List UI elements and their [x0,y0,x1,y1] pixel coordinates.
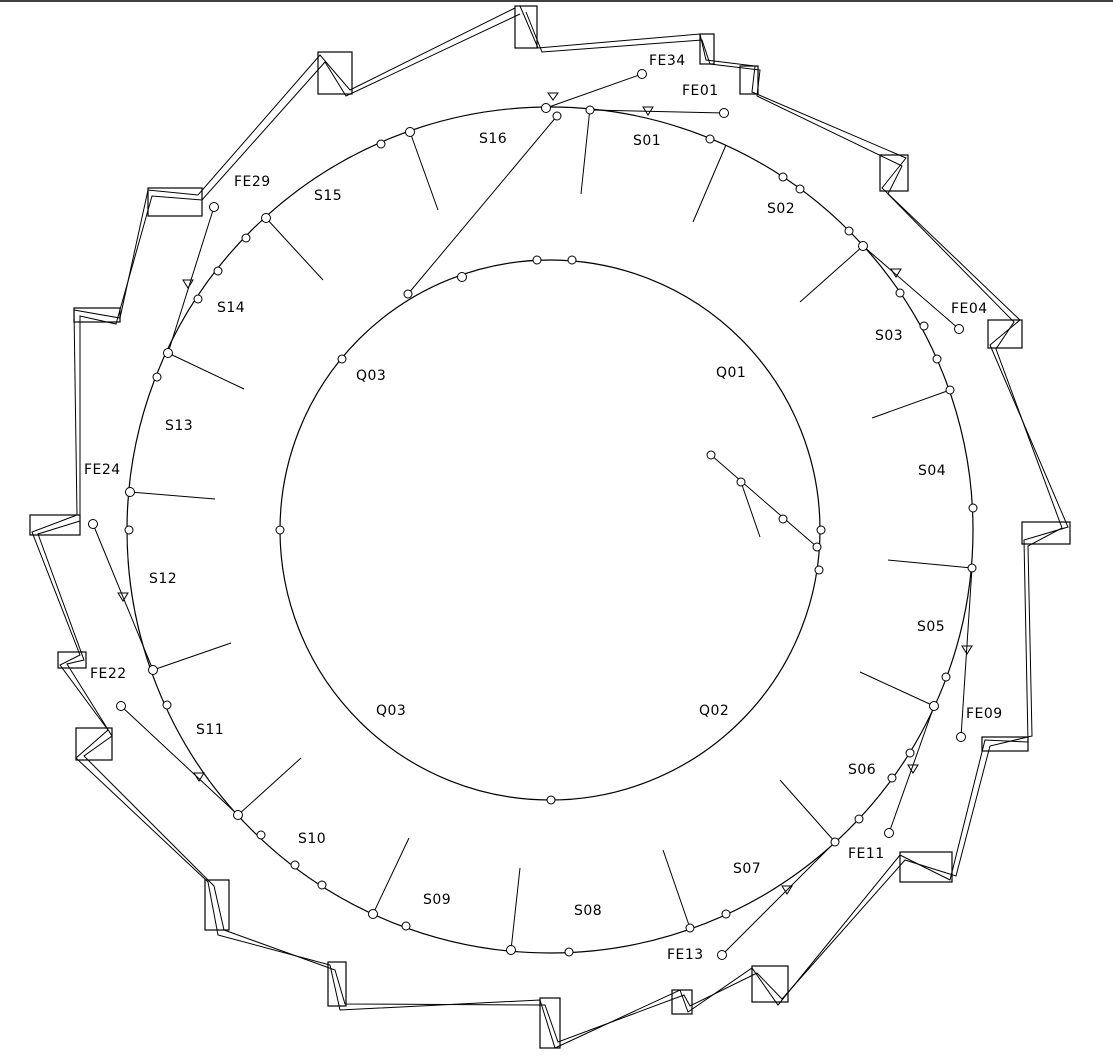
zone-labels: Q01 Q02 Q03 Q03 [356,365,746,719]
zone-label-q01: Q01 [716,365,746,381]
feeder-label-fe29: FE29 [234,174,271,190]
feeder-label-fe04: FE04 [951,301,988,317]
feeder-label-fe13: FE13 [667,947,704,963]
sector-label-s01: S01 [633,133,661,149]
outer-wall [31,5,1069,1049]
feeder-label-fe24: FE24 [84,462,121,478]
sector-dividers [129,107,973,951]
sector-label-s16: S16 [479,131,507,147]
zone-label-q03-lower: Q03 [376,703,406,719]
sector-label-s09: S09 [423,892,451,908]
sector-label-s04: S04 [918,463,946,479]
sector-labels: S01 S02 S03 S04 S05 S06 S07 S08 S09 S10 … [149,131,946,919]
feeder-arrows [117,92,973,895]
zone-label-q02: Q02 [699,703,729,719]
zone-label-q03-upper: Q03 [356,368,386,384]
ring-devices [124,103,978,957]
feeder-label-fe01: FE01 [682,83,719,99]
feeder-lines [92,73,973,956]
sector-label-s03: S03 [875,328,903,344]
sector-label-s13: S13 [165,418,193,434]
sector-label-s07: S07 [733,861,761,877]
sector-label-s05: S05 [917,619,945,635]
feeder-label-fe09: FE09 [966,706,1003,722]
inner-ring [279,259,821,801]
inner-devices [275,255,826,805]
feeder-label-fe22: FE22 [90,666,127,682]
feeder-label-fe11: FE11 [848,846,885,862]
sector-label-s11: S11 [196,722,224,738]
sector-label-s12: S12 [149,571,177,587]
wall-junctions [29,5,1071,1049]
feeder-ends [88,69,966,960]
feeder-labels: FE01 FE04 FE09 FE11 FE13 FE22 FE24 FE29 … [84,53,1003,963]
sector-label-s08: S08 [574,903,602,919]
feeder-label-fe34: FE34 [649,53,686,69]
sector-label-s10: S10 [298,831,326,847]
sector-label-s15: S15 [314,188,342,204]
sector-label-s02: S02 [767,201,795,217]
sector-label-s06: S06 [848,762,876,778]
sector-label-s14: S14 [217,300,245,316]
